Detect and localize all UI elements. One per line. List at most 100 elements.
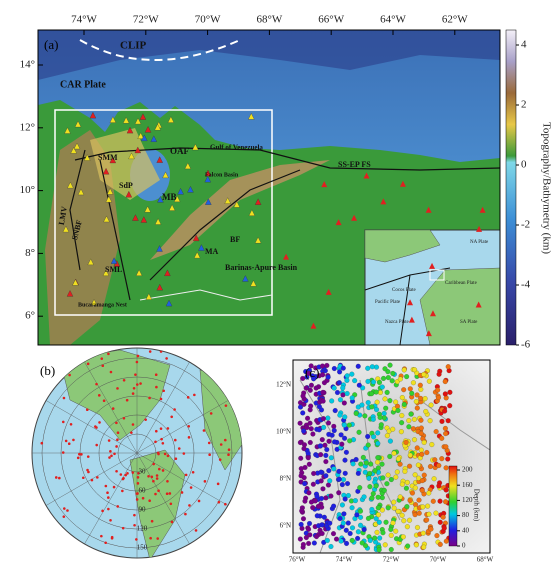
- event: [110, 536, 114, 540]
- station: [139, 113, 147, 120]
- quake: [366, 475, 372, 481]
- colorbar-tick-label: 4: [521, 39, 527, 51]
- quake: [390, 370, 396, 376]
- station: [168, 204, 176, 211]
- station: [141, 134, 148, 142]
- quake: [423, 409, 429, 415]
- station: [144, 205, 151, 213]
- quake: [399, 512, 405, 518]
- event: [157, 489, 160, 492]
- event: [106, 491, 109, 495]
- quake: [345, 481, 351, 487]
- event: [147, 474, 150, 478]
- topo-colorbar: [505, 29, 517, 346]
- quake: [300, 375, 306, 381]
- meridian: [136, 400, 229, 454]
- quake: [373, 389, 379, 395]
- quake: [358, 522, 364, 528]
- colorbar-tick-label: -2: [521, 219, 530, 231]
- quake: [429, 442, 435, 448]
- quake: [445, 364, 451, 370]
- quake: [369, 404, 375, 410]
- quake: [402, 468, 408, 474]
- colorbar-title: Topography/Bathymetry (km): [540, 122, 552, 254]
- quake: [382, 396, 388, 402]
- quake: [353, 410, 359, 416]
- event: [136, 476, 140, 479]
- quake: [308, 426, 314, 432]
- lon-tick-label: 74°W: [71, 14, 97, 26]
- event: [109, 519, 112, 522]
- event: [72, 438, 75, 442]
- quake: [439, 456, 445, 462]
- event: [154, 440, 157, 444]
- lat-tick-label: 12°N: [276, 381, 291, 389]
- quake: [418, 395, 424, 401]
- quake: [393, 399, 399, 405]
- quake: [344, 377, 350, 383]
- quake: [306, 461, 312, 467]
- event: [104, 541, 107, 545]
- quake: [440, 514, 446, 520]
- quake: [395, 456, 401, 462]
- quake: [407, 452, 413, 458]
- event: [158, 467, 161, 471]
- quake: [395, 508, 401, 514]
- station: [167, 116, 175, 123]
- event: [111, 407, 115, 410]
- inset-label: Cocos Plate: [392, 288, 417, 293]
- colorbar-tick-label: 80: [462, 511, 470, 519]
- quake: [427, 418, 433, 424]
- quake: [319, 495, 325, 501]
- quake: [300, 516, 306, 522]
- quake: [354, 512, 360, 518]
- event: [95, 426, 98, 429]
- quake: [419, 478, 425, 484]
- event: [54, 476, 58, 479]
- event: [152, 479, 155, 483]
- station: [150, 135, 158, 142]
- quake: [437, 519, 443, 525]
- quake: [350, 461, 356, 467]
- quake: [319, 531, 325, 537]
- inset-box: [429, 269, 445, 281]
- deep-basin: [38, 30, 500, 80]
- meridian: [84, 452, 138, 545]
- quake: [426, 378, 432, 384]
- quake: [332, 408, 338, 414]
- event: [166, 427, 170, 430]
- station: [250, 279, 257, 287]
- station: [321, 181, 328, 188]
- station: [248, 112, 255, 120]
- event: [78, 452, 81, 456]
- station: [164, 269, 171, 276]
- quake: [360, 454, 366, 460]
- event: [87, 470, 90, 474]
- quake: [381, 487, 387, 493]
- quake: [324, 537, 330, 543]
- event: [223, 438, 227, 442]
- quake: [439, 435, 445, 441]
- quake: [397, 494, 403, 500]
- event: [135, 538, 138, 541]
- quake: [323, 473, 329, 479]
- quake: [297, 440, 303, 446]
- map-label: SS-EP FS: [338, 160, 371, 169]
- station: [77, 188, 85, 196]
- quake: [377, 535, 383, 541]
- station: [103, 215, 110, 223]
- lat-tick-label: 6°: [25, 310, 35, 322]
- station: [105, 195, 113, 203]
- quake: [371, 434, 377, 440]
- quake: [308, 363, 314, 369]
- quake: [337, 369, 343, 375]
- station: [204, 169, 212, 177]
- event: [133, 523, 136, 527]
- station: [425, 206, 432, 213]
- station: [177, 187, 184, 195]
- station: [109, 156, 117, 164]
- quake: [310, 505, 316, 511]
- quake: [319, 437, 325, 443]
- event: [112, 485, 116, 489]
- event: [207, 441, 211, 445]
